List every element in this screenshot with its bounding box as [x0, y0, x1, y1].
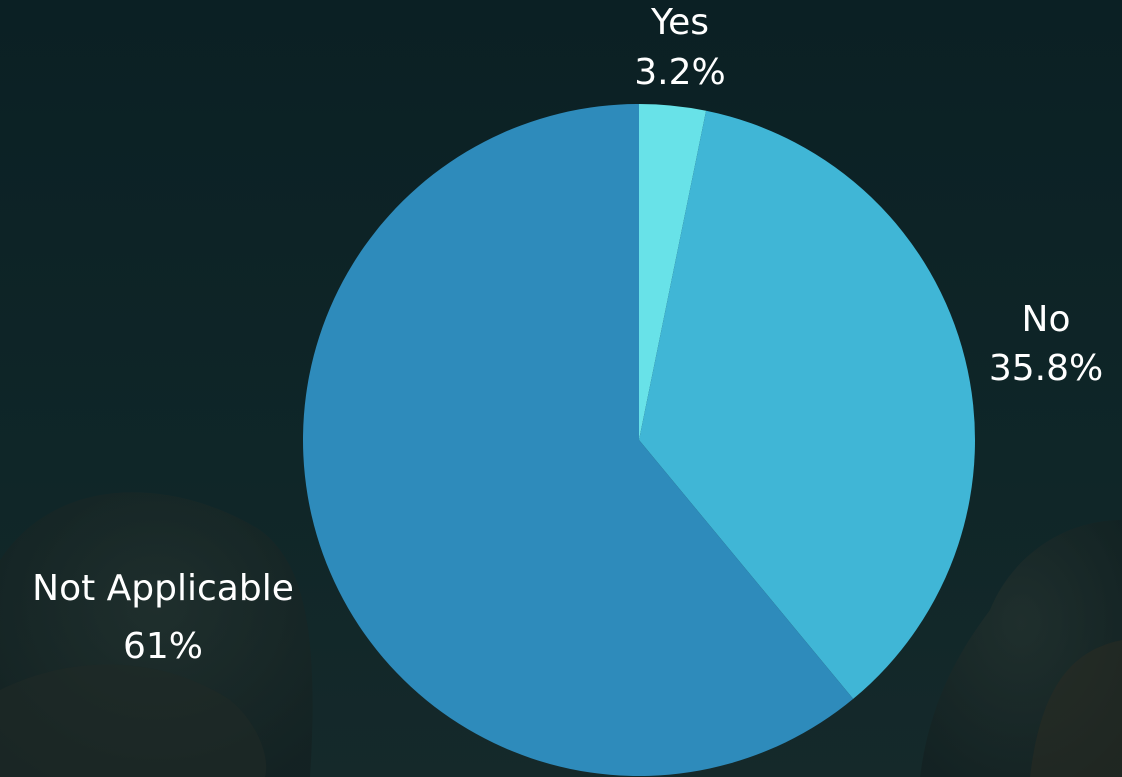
slice-value-no: 35.8% [989, 348, 1103, 389]
seabed-rock-right-low [1030, 640, 1122, 777]
pie-slices [302, 104, 975, 776]
slice-label-not-applicable: Not Applicable [32, 568, 294, 609]
pie-slice-no [639, 110, 975, 699]
seabed-rock-left-low [0, 664, 267, 777]
slice-value-not-applicable: 61% [123, 626, 203, 667]
slice-value-yes: 3.2% [634, 52, 725, 93]
pie-slice-yes [639, 104, 707, 440]
slice-label-yes: Yes [650, 2, 709, 43]
slice-label-no: No [1022, 299, 1071, 340]
pie-labels: Yes 3.2% No 35.8% Not Applicable 61% [32, 2, 1103, 667]
pie-slice-not-applicable [302, 104, 854, 776]
